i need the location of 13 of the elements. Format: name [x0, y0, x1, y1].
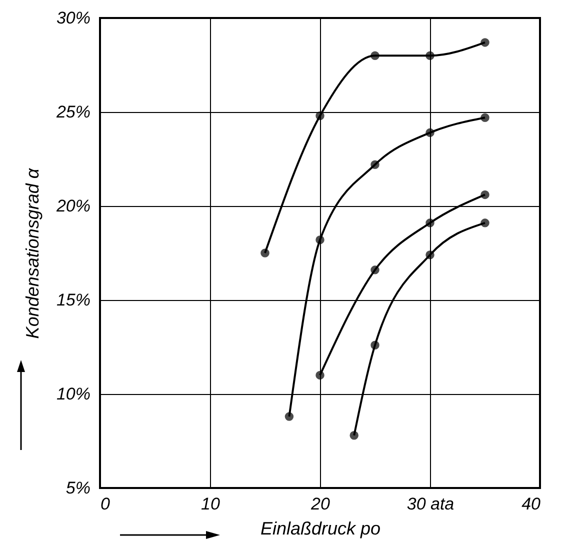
x-tick-label: 20: [310, 494, 330, 514]
y-tick-label: 5%: [66, 478, 90, 498]
x-tick-label: 0: [100, 494, 110, 514]
y-tick-label: 30%: [56, 8, 90, 28]
x-axis-title: Einlaßdruck po: [260, 518, 381, 538]
y-tick-label: 25%: [55, 102, 90, 122]
x-tick-label: 40: [522, 494, 542, 514]
y-tick-label: 15%: [56, 290, 90, 310]
y-axis-title: Kondensationsgrad α: [22, 168, 42, 339]
y-tick-label: 10%: [56, 384, 90, 404]
x-tick-label: 10: [201, 494, 220, 514]
x-tick-label: 30 ata: [406, 494, 454, 514]
y-tick-label: 20%: [55, 196, 90, 216]
